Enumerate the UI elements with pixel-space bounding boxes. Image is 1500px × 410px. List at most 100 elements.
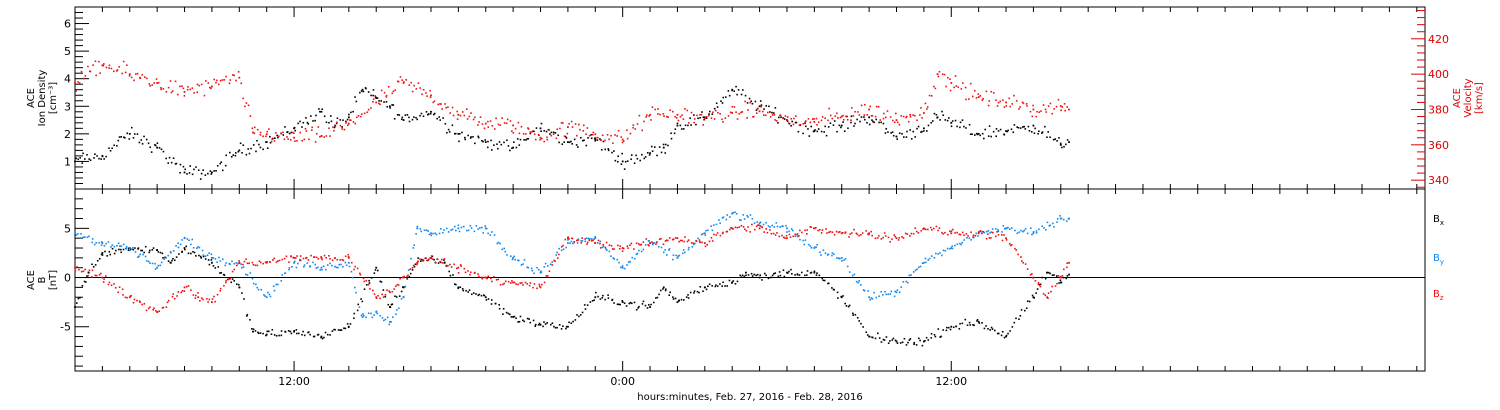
data-point [246, 313, 249, 316]
data-point [521, 319, 524, 322]
data-point [212, 257, 215, 259]
data-point [546, 275, 549, 277]
data-point [777, 116, 780, 119]
data-point [181, 239, 183, 241]
data-point [400, 118, 403, 121]
data-point [670, 137, 673, 140]
data-point [1063, 268, 1065, 271]
data-point [840, 232, 843, 235]
data-point [533, 130, 535, 133]
data-point [799, 238, 801, 241]
data-point [355, 291, 357, 294]
data-point [367, 312, 370, 315]
data-point [922, 340, 925, 343]
data-point [959, 121, 962, 124]
data-point [233, 74, 235, 77]
data-point [971, 95, 974, 98]
data-point [678, 240, 680, 243]
data-point [774, 234, 777, 236]
data-point [899, 342, 902, 344]
data-point [990, 326, 993, 329]
data-point [432, 232, 434, 235]
data-point [315, 114, 317, 117]
data-point [453, 263, 455, 266]
data-point [398, 307, 400, 310]
data-point [922, 127, 925, 130]
data-point [137, 248, 139, 250]
data-point [919, 339, 921, 342]
data-point [230, 156, 233, 158]
data-point [1013, 124, 1016, 126]
data-point [556, 257, 559, 259]
data-point [933, 85, 935, 88]
data-point [726, 285, 728, 287]
data-point [372, 89, 375, 91]
data-point [138, 255, 140, 258]
data-point [439, 119, 442, 121]
data-point [514, 258, 517, 261]
data-point [853, 273, 856, 276]
data-point [935, 225, 938, 228]
data-point [353, 268, 355, 271]
data-point [265, 135, 267, 138]
data-point [478, 121, 480, 123]
data-point [1005, 237, 1007, 240]
data-point [858, 279, 860, 282]
data-point [387, 303, 390, 306]
data-point [707, 285, 709, 288]
data-point [600, 148, 603, 151]
data-point [472, 118, 475, 121]
data-point [379, 103, 381, 106]
data-point [368, 282, 371, 284]
data-point [296, 332, 298, 335]
data-point [740, 224, 743, 227]
data-point [130, 248, 133, 250]
data-point [941, 254, 943, 257]
data-point [355, 116, 358, 119]
data-point [134, 251, 137, 253]
data-point [740, 276, 743, 278]
data-point [663, 115, 665, 117]
data-point [473, 230, 476, 233]
data-point [438, 232, 441, 235]
data-point [964, 318, 967, 321]
data-point [491, 124, 494, 127]
data-point [179, 163, 182, 166]
data-point [362, 314, 365, 317]
data-point [740, 219, 742, 222]
data-point [198, 254, 200, 257]
data-point [468, 115, 471, 118]
data-point [822, 279, 825, 282]
data-point [662, 113, 665, 115]
data-point [143, 302, 146, 305]
data-point [767, 225, 770, 227]
y-right-axis-title: [km/s] [1474, 82, 1485, 114]
data-point [571, 237, 574, 240]
data-point [880, 121, 882, 124]
data-point [920, 131, 922, 133]
data-point [749, 101, 752, 104]
data-point [943, 73, 946, 76]
data-point [455, 267, 458, 270]
data-point [487, 126, 490, 129]
data-point [123, 136, 125, 139]
data-point [161, 307, 164, 309]
data-point [1011, 103, 1013, 105]
data-point [130, 76, 133, 79]
data-point [342, 259, 345, 262]
data-point [218, 256, 220, 259]
data-point [821, 116, 824, 118]
data-point [169, 261, 172, 264]
data-point [533, 283, 536, 285]
data-point [462, 289, 465, 292]
data-point [771, 224, 773, 227]
data-point [200, 257, 203, 259]
data-point [433, 112, 436, 115]
data-point [268, 293, 271, 296]
data-point [693, 114, 695, 116]
data-point [774, 107, 777, 109]
data-point [866, 114, 868, 116]
data-point [436, 258, 439, 261]
series-By [74, 211, 1070, 326]
data-point [204, 258, 207, 260]
